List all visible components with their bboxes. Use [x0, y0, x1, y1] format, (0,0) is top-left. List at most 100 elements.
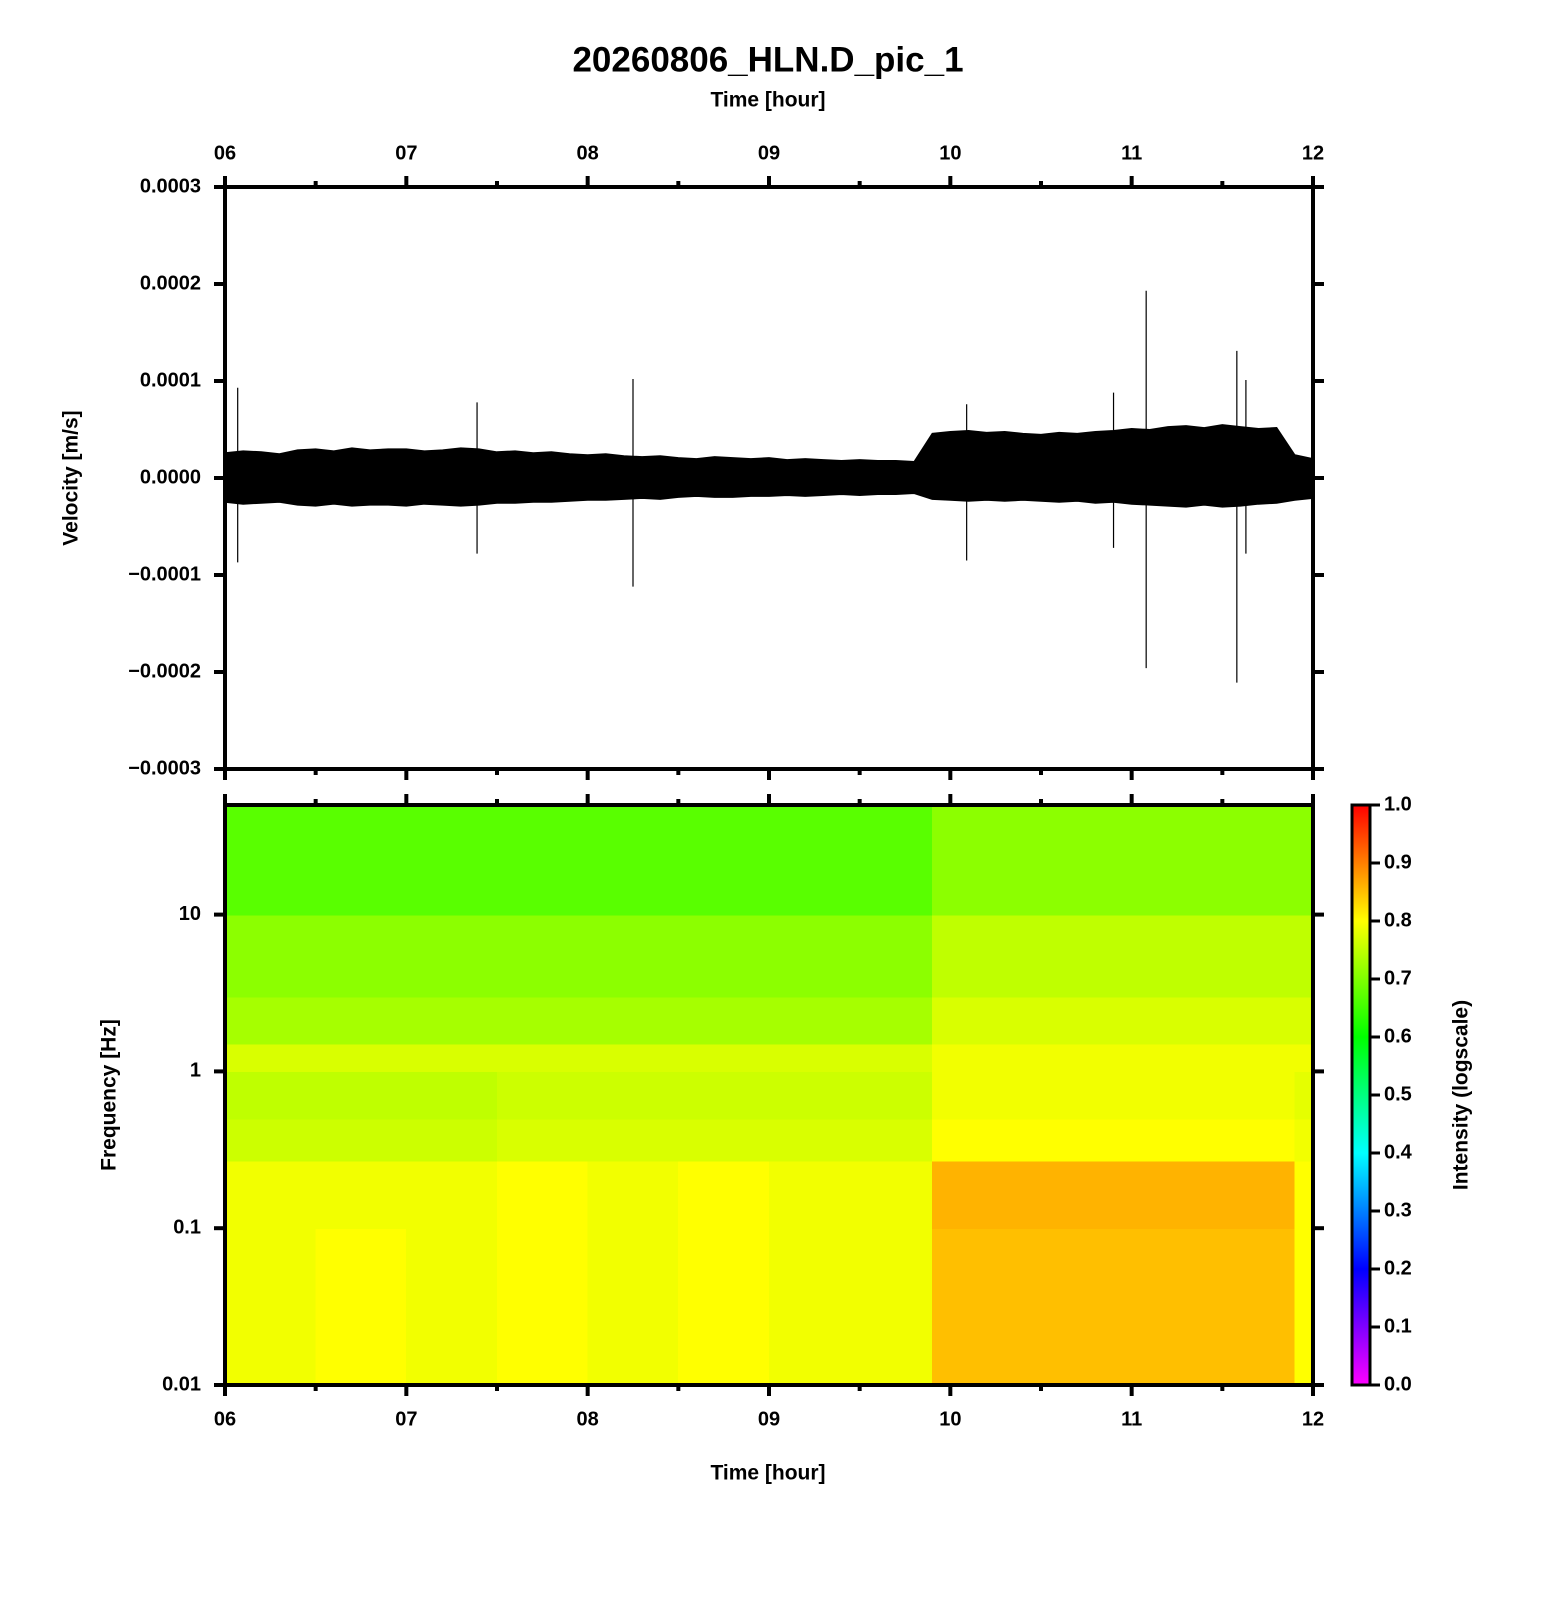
x-tick-label: 11 [1121, 142, 1142, 164]
spectrogram-cell [931, 1118, 1042, 1162]
spectrogram-cell [678, 1043, 770, 1073]
spectrogram-cell [678, 1071, 770, 1120]
colorbar-tick-label: 0.7 [1384, 967, 1412, 989]
spectrogram-cell [406, 804, 498, 916]
y-tick-label: 0.01 [162, 1373, 201, 1395]
spectrogram-cell [1294, 1043, 1314, 1073]
spectrogram-cell [678, 996, 770, 1045]
spectrogram-cell [224, 1118, 317, 1162]
spectrogram-cell [587, 996, 680, 1045]
spectrogram-cell [678, 1227, 770, 1386]
spectrogram-cell [1131, 1160, 1224, 1229]
spectrogram-cell [224, 1227, 317, 1386]
colorbar-tick-label: 0.3 [1384, 1199, 1412, 1221]
spectrogram-cell [931, 996, 1042, 1045]
spectrogram-cell [587, 914, 680, 998]
spectrogram-cell [678, 914, 770, 998]
spectrogram-cell [1040, 1227, 1133, 1386]
colorbar-tick-label: 0.8 [1384, 909, 1412, 931]
colorbar-tick-label: 0.2 [1384, 1257, 1412, 1279]
x-tick-label: 06 [214, 1408, 236, 1430]
spectrogram-cell [315, 1227, 408, 1386]
spectrogram-cell [1294, 1071, 1314, 1120]
spectrogram-cell [406, 914, 498, 998]
spectrogram-cell [496, 1043, 589, 1073]
spectrogram-cell [224, 804, 317, 916]
y-tick-label: −0.0001 [128, 563, 201, 585]
colorbar-tick-label: 0.0 [1384, 1373, 1412, 1395]
y-tick-label: −0.0003 [128, 757, 201, 779]
x-tick-label: 07 [395, 142, 417, 164]
spectrogram-cell [406, 1160, 498, 1229]
spectrogram-cell [315, 996, 408, 1045]
x-tick-label: 11 [1121, 1408, 1142, 1430]
y-axis-label: Frequency [Hz] [98, 1019, 121, 1171]
colorbar-tick-label: 0.6 [1384, 1025, 1412, 1047]
y-tick-label: 1 [190, 1060, 201, 1082]
waveform [225, 290, 1313, 683]
spectrogram-cell [1131, 1118, 1224, 1162]
spectrogram-cell [1294, 804, 1314, 916]
spectrogram-cell [496, 996, 589, 1045]
x-axis-label: Time [hour] [710, 89, 825, 112]
spectrogram-cell [859, 804, 933, 916]
spectrogram-cell [496, 1160, 589, 1229]
spectrogram-cell [1294, 996, 1314, 1045]
spectrogram-cell [496, 1071, 589, 1120]
x-tick-label: 12 [1302, 1408, 1324, 1430]
spectrogram-cell [859, 1227, 933, 1386]
spectrogram-cell [768, 1118, 861, 1162]
spectrogram-cell [859, 1043, 933, 1073]
spectrogram-cell [315, 804, 408, 916]
spectrogram-cell [406, 1071, 498, 1120]
x-tick-label: 07 [395, 1408, 417, 1430]
colorbar-tick-label: 0.5 [1384, 1083, 1412, 1105]
y-tick-label: 0.0000 [140, 466, 201, 488]
colorbar-tick-label: 0.1 [1384, 1315, 1412, 1337]
spectrogram-cell [859, 1118, 933, 1162]
spectrogram-cell [1222, 1227, 1296, 1386]
spectrogram-cell [678, 1118, 770, 1162]
y-tick-label: 10 [179, 903, 201, 925]
spectrogram-cell [859, 1160, 933, 1229]
spectrogram-cell [406, 1043, 498, 1073]
spectrogram-cell [315, 1043, 408, 1073]
y-axis-label: Velocity [m/s] [60, 410, 83, 545]
x-axis-label: Time [hour] [710, 1462, 825, 1485]
spectrogram-cell [406, 1227, 498, 1386]
spectrogram-cell [1040, 804, 1133, 916]
spectrogram-cell [587, 1227, 680, 1386]
spectrogram-cell [1294, 1118, 1314, 1162]
spectrogram-cell [931, 1227, 1042, 1386]
x-tick-label: 08 [577, 1408, 599, 1430]
spectrogram-cell [1294, 914, 1314, 998]
y-tick-label: 0.0002 [140, 272, 201, 294]
x-tick-label: 10 [939, 1408, 961, 1430]
spectrogram-cell [1040, 1043, 1133, 1073]
spectrogram-cell [859, 914, 933, 998]
spectrogram-cell [678, 1160, 770, 1229]
spectrogram-cell [1040, 914, 1133, 998]
x-tick-label: 12 [1302, 142, 1324, 164]
spectrogram-cell [587, 1160, 680, 1229]
spectrogram-cell [496, 1118, 589, 1162]
spectrogram-cell [1040, 1118, 1133, 1162]
spectrogram-cell [224, 996, 317, 1045]
spectrogram-cell [768, 1227, 861, 1386]
spectrogram-cell [496, 1227, 589, 1386]
spectrogram-cell [1040, 1160, 1133, 1229]
spectrogram-cell [1040, 996, 1133, 1045]
y-tick-label: −0.0002 [128, 660, 201, 682]
spectrogram-cell [587, 1043, 680, 1073]
spectrogram-cell [931, 1160, 1042, 1229]
spectrogram-cell [1131, 1071, 1224, 1120]
spectrogram-cell [931, 1043, 1042, 1073]
spectrogram-cell [315, 1160, 408, 1229]
spectrogram-cell [931, 804, 1042, 916]
spectrogram-cell [1222, 1118, 1296, 1162]
spectrogram-cell [315, 1118, 408, 1162]
spectrogram [224, 804, 1314, 1386]
spectrogram-cell [406, 1118, 498, 1162]
